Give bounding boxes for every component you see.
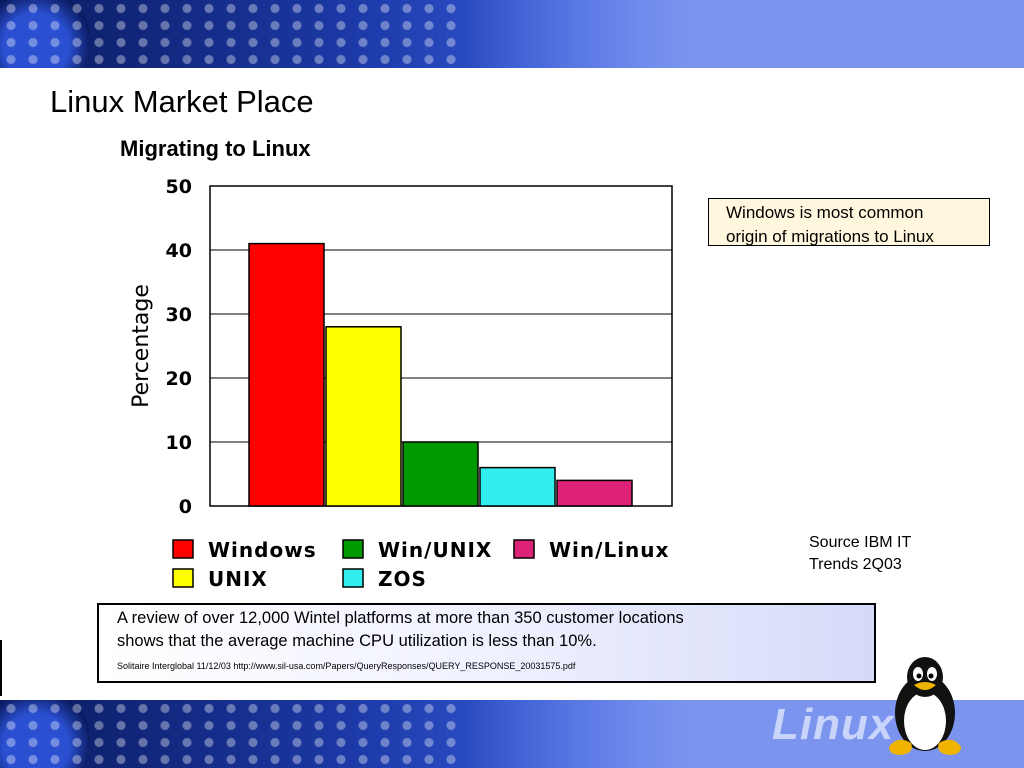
- y-axis-label: Percentage: [129, 284, 154, 408]
- legend-swatch-win-unix: [342, 539, 364, 559]
- legend-label-win-linux: Win/Linux: [549, 538, 669, 562]
- banner-fade: [464, 0, 1024, 68]
- slide-title: Linux Market Place: [50, 84, 314, 119]
- legend-label-windows: Windows: [208, 538, 317, 562]
- banner-dot-pattern: [0, 700, 460, 768]
- legend-swatch-windows: [172, 539, 194, 559]
- top-banner: [0, 0, 1024, 68]
- bar-unix: [325, 326, 402, 507]
- review-citation: Solitaire Interglobal 11/12/03 http://ww…: [117, 661, 576, 671]
- y-tick-label: 50: [166, 176, 192, 198]
- callout-line-1: Windows is most common: [726, 203, 924, 222]
- legend-label-unix: UNIX: [208, 567, 268, 591]
- banner-swoosh-decoration: [0, 700, 90, 768]
- legend-swatch-win-linux: [513, 539, 535, 559]
- y-tick-label: 40: [166, 240, 192, 262]
- bar-windows: [248, 242, 325, 507]
- callout-box: Windows is most common origin of migrati…: [708, 198, 990, 246]
- source-line-1: Source IBM IT: [809, 534, 912, 551]
- source-line-2: Trends 2Q03: [809, 556, 902, 573]
- legend-label-win-unix: Win/UNIX: [378, 538, 492, 562]
- legend-label-zos: ZOS: [378, 567, 427, 591]
- left-edge-rule: [0, 640, 2, 696]
- banner-swoosh-decoration: [0, 0, 90, 68]
- source-note: Source IBM IT Trends 2Q03: [809, 532, 949, 576]
- linux-wordmark: Linux: [772, 700, 895, 749]
- chart-title: Migrating to Linux: [120, 136, 311, 161]
- y-tick-label: 10: [166, 432, 192, 454]
- review-line-1: A review of over 12,000 Wintel platforms…: [117, 609, 684, 627]
- callout-line-2: origin of migrations to Linux: [726, 227, 934, 246]
- y-tick-label: 0: [179, 496, 192, 518]
- y-tick-label: 30: [166, 304, 192, 326]
- bar-zos: [479, 466, 556, 507]
- legend-swatch-zos: [342, 568, 364, 588]
- bar-win-unix: [402, 441, 479, 507]
- bar-win-linux: [556, 479, 633, 507]
- review-box: A review of over 12,000 Wintel platforms…: [97, 603, 876, 683]
- review-line-2: shows that the average machine CPU utili…: [117, 632, 597, 650]
- y-tick-label: 20: [166, 368, 192, 390]
- tux-penguin-icon: [889, 657, 961, 755]
- legend-swatch-unix: [172, 568, 194, 588]
- banner-dot-pattern: [0, 0, 460, 68]
